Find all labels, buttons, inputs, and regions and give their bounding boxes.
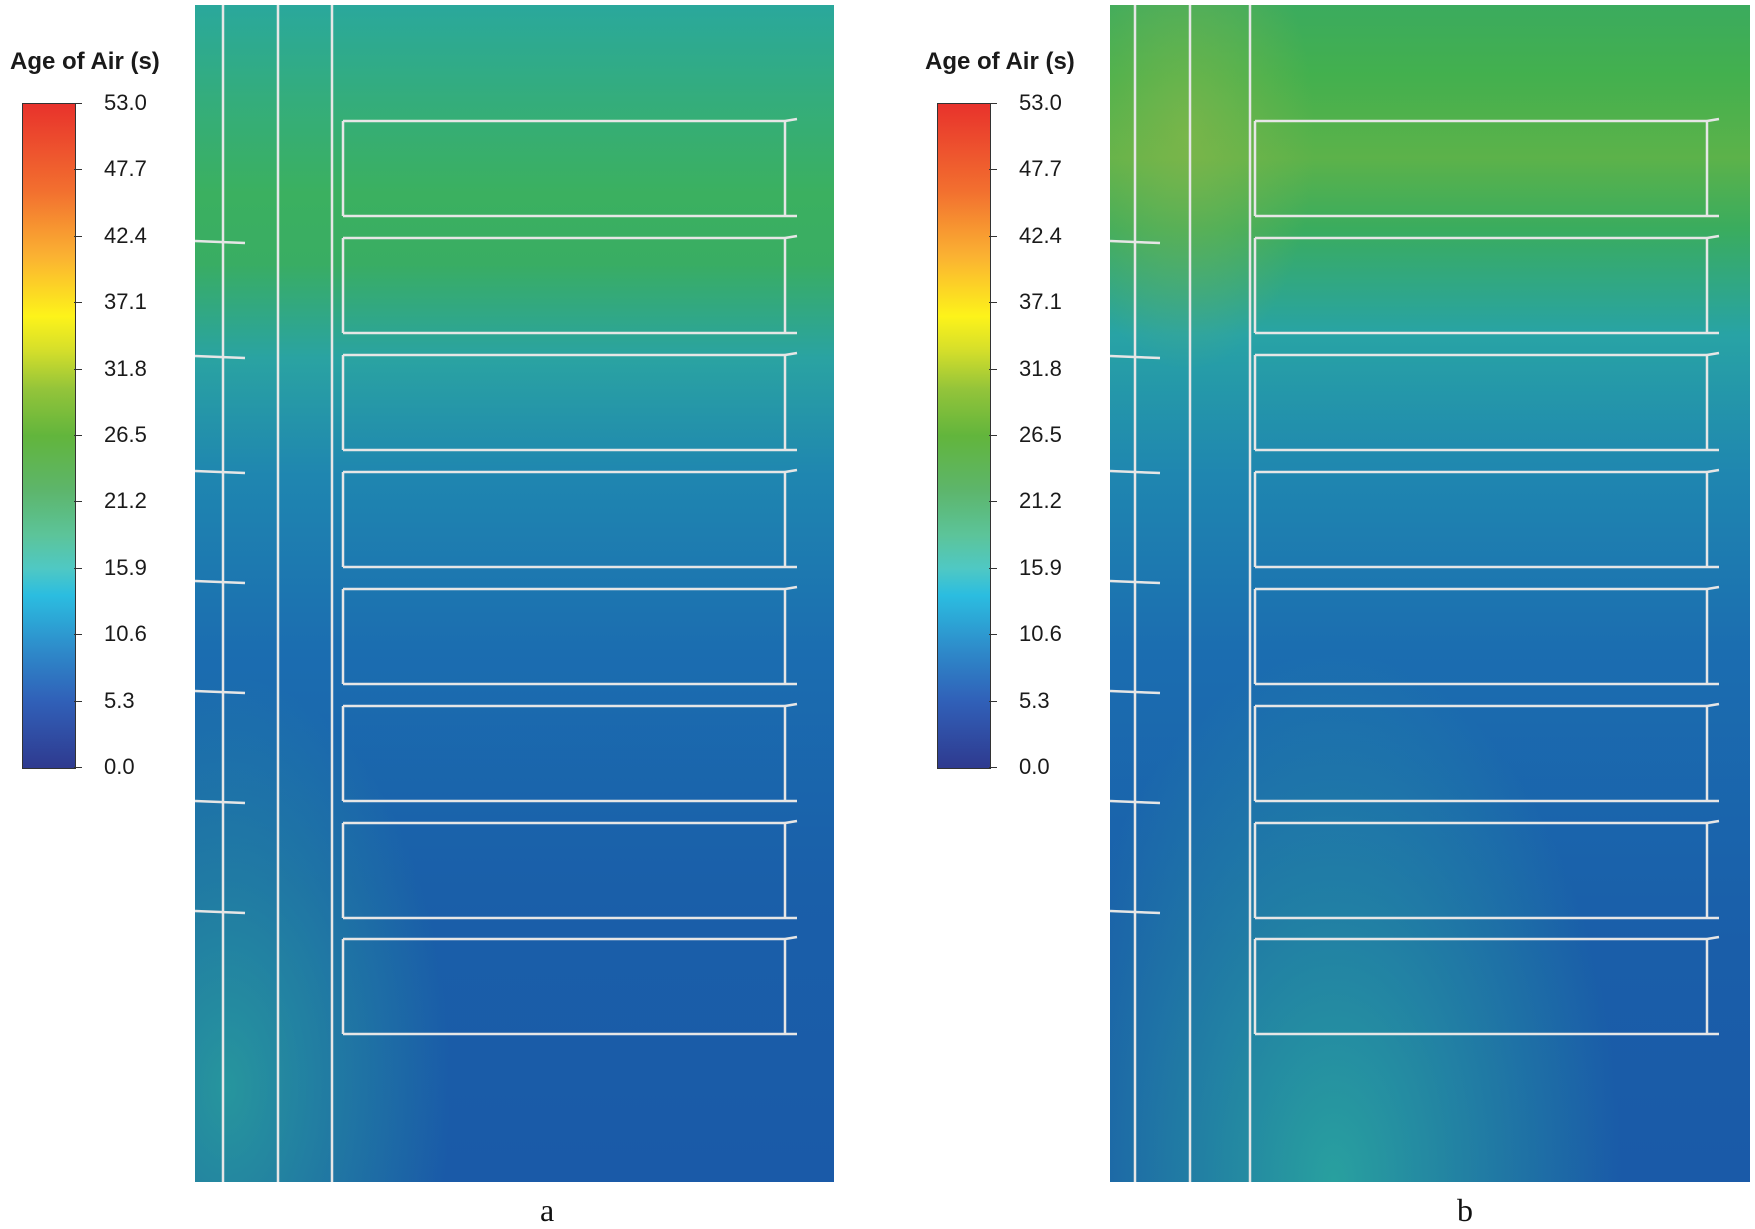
colorbar-tick [989, 567, 997, 569]
shelf-lip [784, 468, 798, 474]
inlet-stub-line [1110, 579, 1161, 585]
shelf-lip [784, 702, 798, 708]
inlet-stub-line [1110, 689, 1161, 695]
inlet-stub-line [195, 689, 246, 695]
colorbar-tick [989, 368, 997, 370]
shelf-lip [1706, 819, 1720, 825]
colorbar-tick [989, 302, 997, 304]
panel-caption-a: a [540, 1192, 555, 1228]
panel-caption-b: b [1457, 1192, 1473, 1228]
colorbar-tick-label: 37.1 [104, 289, 147, 315]
colorbar-tick [989, 767, 997, 768]
colorbar [937, 103, 991, 769]
colorbar [22, 103, 76, 769]
colorbar-tick [74, 103, 82, 104]
colorbar-tick [74, 302, 82, 304]
shelf-lip [1706, 935, 1720, 941]
colorbar-tick [989, 634, 997, 636]
shelf-lip [1706, 351, 1720, 357]
colorbar-tick [989, 103, 997, 104]
colorbar-tick [74, 501, 82, 503]
colorbar-tick-label: 42.4 [104, 222, 147, 248]
shelf-lip [1706, 468, 1720, 474]
shelf-lip [1706, 234, 1720, 240]
inlet-stub-line [1110, 909, 1161, 915]
colorbar-tick [74, 435, 82, 436]
colorbar-tick-label: 0.0 [1019, 754, 1050, 779]
colorbar-tick [989, 501, 997, 503]
colorbar-tick-label: 31.8 [1019, 355, 1062, 381]
colorbar-tick [989, 169, 997, 171]
colorbar-tick [74, 767, 82, 768]
shelf-lip [784, 935, 798, 941]
age-of-air-field-a [195, 5, 834, 1182]
inlet-stub-line [1110, 354, 1161, 360]
inlet-stub-line [1110, 469, 1161, 475]
colorbar-tick-label: 15.9 [1019, 554, 1062, 580]
colorbar-tick-label: 53.0 [1019, 90, 1062, 115]
colorbar-tick [74, 235, 82, 237]
colorbar-tick-label: 53.0 [104, 90, 147, 115]
inlet-stub-line [1110, 239, 1161, 245]
colorbar-tick [74, 700, 82, 702]
colorbar-tick [74, 567, 82, 569]
colorbar-tick-label: 47.7 [1019, 156, 1062, 182]
legend-title: Age of Air (s) [925, 48, 1075, 75]
colorbar-tick-label: 31.8 [104, 355, 147, 381]
colorbar-tick [989, 435, 997, 436]
colorbar-tick [74, 368, 82, 370]
colorbar-tick-label: 15.9 [104, 554, 147, 580]
shelf-lip [1706, 117, 1720, 123]
inlet-stub-line [195, 469, 246, 475]
colorbar-tick-label: 5.3 [1019, 687, 1050, 713]
inlet-stub-line [195, 239, 246, 245]
inlet-stub-line [195, 579, 246, 585]
shelf-lip [1706, 702, 1720, 708]
colorbar-tick [74, 634, 82, 636]
colorbar-tick-label: 21.2 [1019, 488, 1062, 514]
shelf-lip [784, 351, 798, 357]
shelf-lip [784, 117, 798, 123]
inlet-stub-line [195, 799, 246, 805]
inlet-stub-line [195, 354, 246, 360]
colorbar-tick-label: 10.6 [1019, 621, 1062, 647]
shelf-lip [784, 819, 798, 825]
colorbar-tick [989, 235, 997, 237]
colorbar-tick-label: 10.6 [104, 621, 147, 647]
colorbar-tick-label: 21.2 [104, 488, 147, 514]
inlet-stub-line [195, 909, 246, 915]
colorbar-tick-label: 26.5 [104, 422, 147, 447]
colorbar-tick [74, 169, 82, 171]
panel-a: Age of Air (s) a 53.0 47.7 42.4 37. [0, 0, 877, 1228]
colorbar-tick-label: 26.5 [1019, 422, 1062, 447]
legend-title: Age of Air (s) [10, 48, 160, 75]
colorbar-tick [989, 700, 997, 702]
colorbar-tick-label: 47.7 [104, 156, 147, 182]
shelf-lip [784, 585, 798, 591]
panel-b: Age of Air (s) [915, 0, 1755, 1228]
colorbar-tick-label: 42.4 [1019, 222, 1062, 248]
shelf-lip [1706, 585, 1720, 591]
age-of-air-field-b [1110, 5, 1750, 1182]
inlet-stub-line [1110, 799, 1161, 805]
colorbar-tick-label: 37.1 [1019, 289, 1062, 315]
colorbar-tick-label: 0.0 [104, 754, 135, 779]
colorbar-tick-label: 5.3 [104, 687, 135, 713]
shelf-lip [784, 234, 798, 240]
